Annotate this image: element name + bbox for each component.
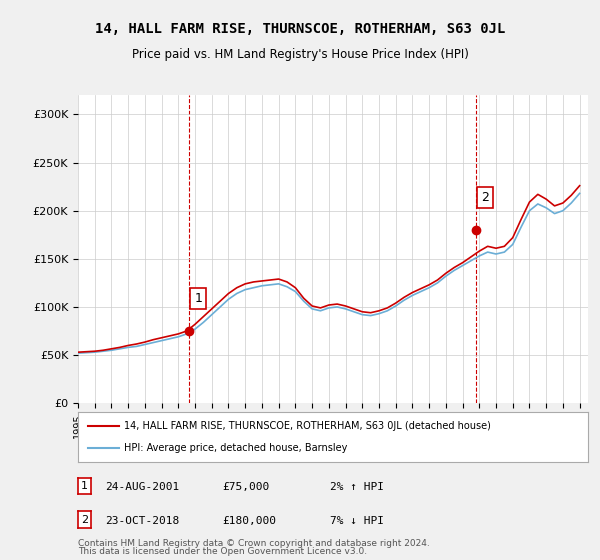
Text: 14, HALL FARM RISE, THURNSCOE, ROTHERHAM, S63 0JL: 14, HALL FARM RISE, THURNSCOE, ROTHERHAM… [95, 22, 505, 36]
Text: 2: 2 [481, 191, 489, 204]
Text: 7% ↓ HPI: 7% ↓ HPI [330, 516, 384, 526]
Text: 23-OCT-2018: 23-OCT-2018 [105, 516, 179, 526]
Text: Contains HM Land Registry data © Crown copyright and database right 2024.: Contains HM Land Registry data © Crown c… [78, 539, 430, 548]
Text: 14, HALL FARM RISE, THURNSCOE, ROTHERHAM, S63 0JL (detached house): 14, HALL FARM RISE, THURNSCOE, ROTHERHAM… [124, 421, 491, 431]
Text: 2: 2 [81, 515, 88, 525]
Text: 1: 1 [81, 481, 88, 491]
Text: 1: 1 [194, 292, 202, 305]
Text: 24-AUG-2001: 24-AUG-2001 [105, 482, 179, 492]
Text: £180,000: £180,000 [222, 516, 276, 526]
Text: Price paid vs. HM Land Registry's House Price Index (HPI): Price paid vs. HM Land Registry's House … [131, 48, 469, 60]
Text: This data is licensed under the Open Government Licence v3.0.: This data is licensed under the Open Gov… [78, 547, 367, 556]
Text: £75,000: £75,000 [222, 482, 269, 492]
Text: 2% ↑ HPI: 2% ↑ HPI [330, 482, 384, 492]
Text: HPI: Average price, detached house, Barnsley: HPI: Average price, detached house, Barn… [124, 443, 347, 453]
